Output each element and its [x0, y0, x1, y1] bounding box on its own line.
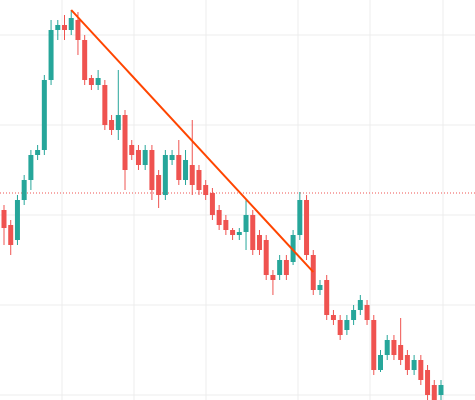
candle-body — [398, 345, 404, 360]
candle-body — [404, 355, 410, 370]
candle-body — [236, 232, 242, 235]
candle-body — [176, 155, 182, 180]
candle-body — [28, 155, 34, 180]
candle-body — [95, 78, 101, 85]
candle-body — [196, 170, 202, 190]
candle-body — [68, 18, 74, 30]
candle-body — [156, 175, 162, 195]
candle-body — [82, 40, 88, 80]
candle-body — [391, 340, 397, 355]
candle-body — [142, 150, 148, 165]
candle-body — [317, 285, 323, 290]
candle-body — [304, 200, 310, 255]
candle-body — [102, 85, 108, 125]
candle-body — [344, 320, 350, 330]
trend-line — [70, 9, 314, 273]
candle-body — [297, 200, 303, 235]
candle-body — [290, 235, 296, 262]
candle-body — [330, 315, 336, 320]
candle-body — [109, 120, 115, 130]
candle-body — [129, 145, 135, 155]
candle-body — [115, 115, 121, 130]
candle-body — [418, 360, 424, 380]
candle-body — [48, 30, 54, 80]
candle-body — [203, 185, 209, 195]
candle-body — [283, 260, 289, 275]
candle-body — [425, 370, 431, 395]
candle-body — [88, 78, 94, 85]
candle-body — [149, 150, 155, 190]
candle-body — [243, 215, 249, 232]
candle-body — [377, 355, 383, 370]
candle-body — [277, 260, 283, 275]
candle-body — [351, 310, 357, 320]
candle-body — [62, 25, 68, 30]
candle-body — [75, 20, 81, 40]
candle-body — [21, 180, 27, 200]
candle-body — [411, 360, 417, 370]
candle-body — [223, 220, 229, 230]
candle-body — [8, 225, 14, 245]
candle-body — [41, 80, 47, 150]
candle-body — [371, 320, 377, 370]
candle-body — [324, 280, 330, 315]
candle-body — [183, 160, 189, 180]
candle-body — [1, 210, 7, 228]
candle-body — [122, 115, 128, 170]
candle-body — [230, 230, 236, 235]
candle-body — [189, 165, 195, 185]
candle-body — [35, 150, 41, 155]
candle-body — [256, 235, 262, 250]
candle-body — [431, 385, 437, 400]
candle-body — [55, 25, 61, 30]
candle-body — [216, 210, 222, 225]
candle-body — [384, 340, 390, 355]
candle-body — [14, 200, 20, 240]
candle-body — [209, 193, 215, 215]
candle-body — [438, 385, 444, 395]
candle-body — [250, 215, 256, 250]
candle-body — [169, 155, 175, 160]
candle-body — [337, 320, 343, 335]
candle-body — [357, 300, 363, 310]
candle-body — [270, 275, 276, 280]
candle-body — [263, 240, 269, 275]
candle-body — [135, 150, 141, 165]
candle-body — [364, 305, 370, 320]
candle-body — [310, 255, 316, 290]
candle-body — [162, 155, 168, 195]
